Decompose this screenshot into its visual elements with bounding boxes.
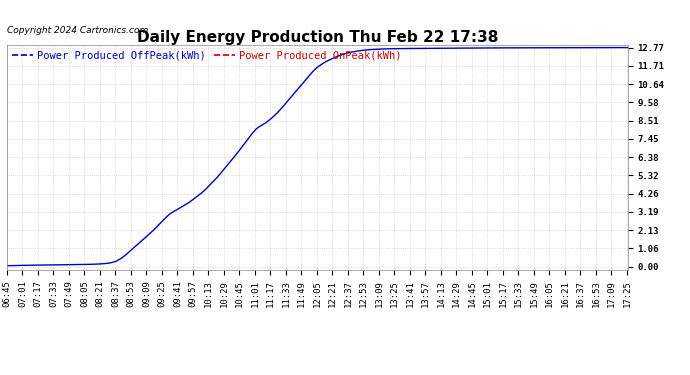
Legend: Power Produced OffPeak(kWh), Power Produced OnPeak(kWh): Power Produced OffPeak(kWh), Power Produ… xyxy=(12,50,402,60)
Title: Daily Energy Production Thu Feb 22 17:38: Daily Energy Production Thu Feb 22 17:38 xyxy=(137,30,498,45)
Text: Copyright 2024 Cartronics.com: Copyright 2024 Cartronics.com xyxy=(7,26,148,35)
